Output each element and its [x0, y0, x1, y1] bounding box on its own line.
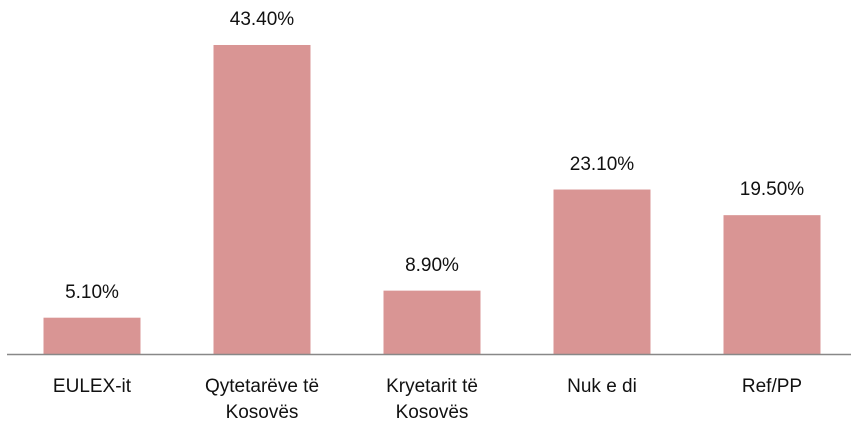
bar	[383, 290, 481, 354]
value-label: 5.10%	[65, 281, 119, 303]
bar	[553, 189, 651, 354]
value-label: 43.40%	[229, 8, 295, 30]
bar	[43, 317, 141, 354]
value-label: 19.50%	[739, 179, 805, 201]
bar	[723, 215, 821, 354]
x-tick-label: Kryetarit të Kosovës	[386, 376, 478, 423]
value-label: 8.90%	[405, 254, 459, 276]
x-tick-label: Nuk e di	[567, 376, 637, 397]
x-tick-label: Ref/PP	[741, 376, 803, 397]
bar	[213, 44, 311, 354]
value-label: 23.10%	[569, 153, 635, 175]
x-tick-label: EULEX-it	[52, 376, 132, 397]
x-tick-label: Qytetarëve të Kosovës	[204, 376, 320, 423]
